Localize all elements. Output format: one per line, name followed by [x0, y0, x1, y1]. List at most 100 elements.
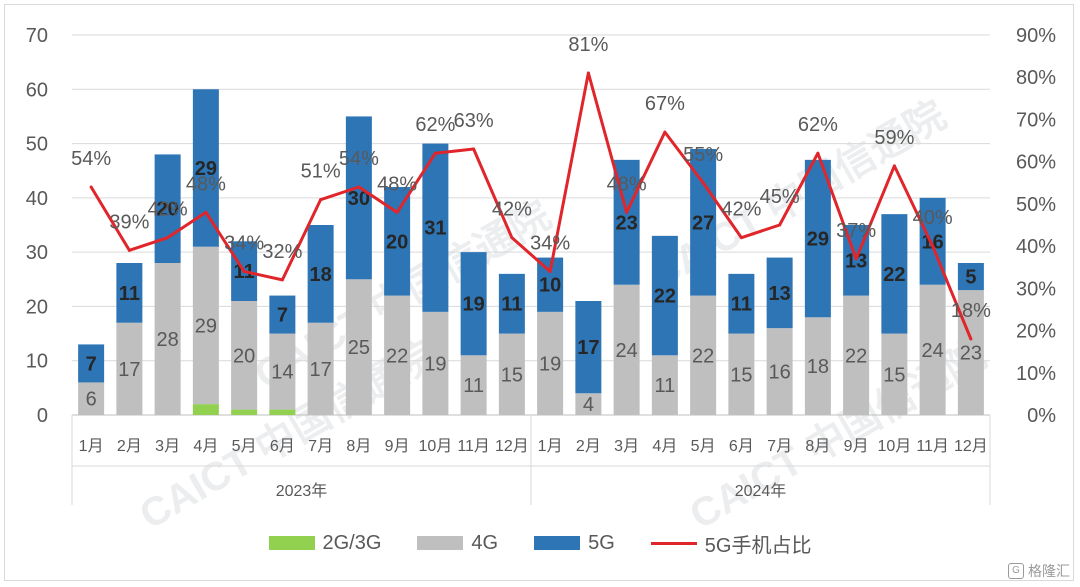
share-point — [127, 248, 131, 252]
bar-5g — [651, 235, 678, 356]
bar-value-label: 28 — [157, 329, 179, 351]
x-category-label: 9月 — [844, 438, 869, 455]
y-left-tick-label: 10 — [26, 351, 48, 373]
bar-4g — [537, 311, 564, 415]
chart-frame — [4, 4, 1074, 581]
y-right-tick-label: 10% — [1016, 363, 1056, 385]
bar-value-label: 13 — [845, 250, 867, 272]
legend-label: 2G/3G — [322, 531, 382, 554]
x-category-label: 8月 — [346, 438, 371, 455]
bar-value-label: 29 — [195, 158, 217, 180]
share-point — [433, 151, 437, 155]
bar-value-label: 23 — [616, 212, 638, 234]
share-data-label: 42% — [721, 199, 761, 221]
legend-item: 5G手机占比 — [650, 529, 811, 558]
bar-2g-3g — [269, 409, 296, 415]
share-data-label: 32% — [262, 241, 302, 263]
bar-value-label: 10 — [539, 275, 561, 297]
x-category-label: 6月 — [729, 438, 754, 455]
bar-5g — [575, 301, 602, 394]
brand-logo-icon: G — [1008, 563, 1024, 579]
x-category-label: 11月 — [457, 438, 490, 455]
bar-value-label: 11 — [463, 375, 484, 397]
bar-value-label: 14 — [271, 362, 293, 384]
bar-value-label: 27 — [692, 212, 714, 234]
bar-value-label: 18 — [310, 264, 332, 286]
y-left-tick-label: 40 — [26, 188, 48, 210]
legend-swatch — [268, 536, 315, 550]
share-point — [357, 185, 361, 189]
x-category-label: 6月 — [270, 438, 295, 455]
x-category-label: 12月 — [954, 438, 988, 455]
bar-5g — [804, 159, 831, 318]
bar-5g — [957, 263, 984, 291]
bar-4g — [804, 317, 831, 415]
share-data-label: 34% — [530, 232, 570, 254]
legend-item: 4G — [417, 532, 498, 555]
share-data-label: 51% — [301, 161, 341, 183]
share-point — [280, 278, 284, 282]
share-data-label: 42% — [148, 199, 188, 221]
y-right-tick-label: 80% — [1016, 67, 1056, 89]
bar-value-label: 16 — [769, 362, 791, 384]
bar-4g — [957, 290, 984, 415]
x-category-label: 10月 — [877, 438, 911, 455]
x-category-label: 3月 — [614, 438, 639, 455]
x-category-label: 12月 — [495, 438, 529, 455]
bar-value-label: 20 — [386, 231, 408, 253]
bar-value-label: 17 — [577, 337, 599, 359]
share-point — [204, 210, 208, 214]
share-point — [854, 257, 858, 261]
share-data-label: 18% — [951, 300, 991, 322]
bar-4g — [690, 295, 717, 415]
bar-5g — [345, 116, 372, 280]
y-right-tick-label: 20% — [1016, 321, 1056, 343]
bar-value-label: 20 — [157, 199, 179, 221]
x-category-label: 4月 — [193, 438, 218, 455]
bar-value-label: 13 — [769, 283, 791, 305]
share-point — [166, 236, 170, 240]
bar-5g — [498, 273, 525, 334]
y-left-tick-label: 60 — [26, 79, 48, 101]
x-category-label: 5月 — [232, 438, 257, 455]
bar-value-label: 15 — [501, 364, 523, 386]
y-left-tick-label: 70 — [26, 25, 48, 47]
share-point — [625, 210, 629, 214]
bar-5g — [154, 154, 181, 263]
bar-4g — [192, 246, 219, 405]
share-point — [319, 198, 323, 202]
legend-label: 5G — [588, 531, 615, 554]
share-data-label: 34% — [224, 232, 264, 254]
bar-value-label: 20 — [233, 345, 255, 367]
bar-value-label: 30 — [348, 188, 370, 210]
share-data-label: 63% — [454, 110, 494, 132]
bar-value-label: 11 — [501, 294, 522, 316]
share-data-label: 37% — [836, 220, 876, 242]
share-point — [586, 71, 590, 75]
bar-value-label: 22 — [386, 345, 408, 367]
share-data-label: 81% — [568, 34, 608, 56]
bar-value-label: 6 — [86, 389, 97, 411]
y-left-tick-label: 30 — [26, 242, 48, 264]
bar-4g — [766, 328, 793, 415]
share-data-label: 54% — [339, 148, 379, 170]
share-point — [892, 164, 896, 168]
share-point — [816, 151, 820, 155]
bar-value-label: 19 — [539, 353, 561, 375]
legend-swatch — [650, 541, 697, 545]
bar-value-label: 15 — [883, 364, 905, 386]
bar-5g — [728, 273, 755, 334]
share-point — [395, 210, 399, 214]
x-category-label: 9月 — [385, 438, 410, 455]
bar-value-label: 7 — [86, 353, 97, 375]
share-point — [701, 181, 705, 185]
bar-4g — [919, 284, 946, 415]
share-point — [472, 147, 476, 151]
bar-value-label: 29 — [195, 315, 217, 337]
share-data-label: 55% — [683, 144, 723, 166]
bar-5g — [422, 143, 449, 312]
bar-value-label: 18 — [807, 356, 829, 378]
bar-value-label: 11 — [654, 375, 675, 397]
x-category-label: 2月 — [576, 438, 601, 455]
bar-4g — [460, 355, 487, 415]
